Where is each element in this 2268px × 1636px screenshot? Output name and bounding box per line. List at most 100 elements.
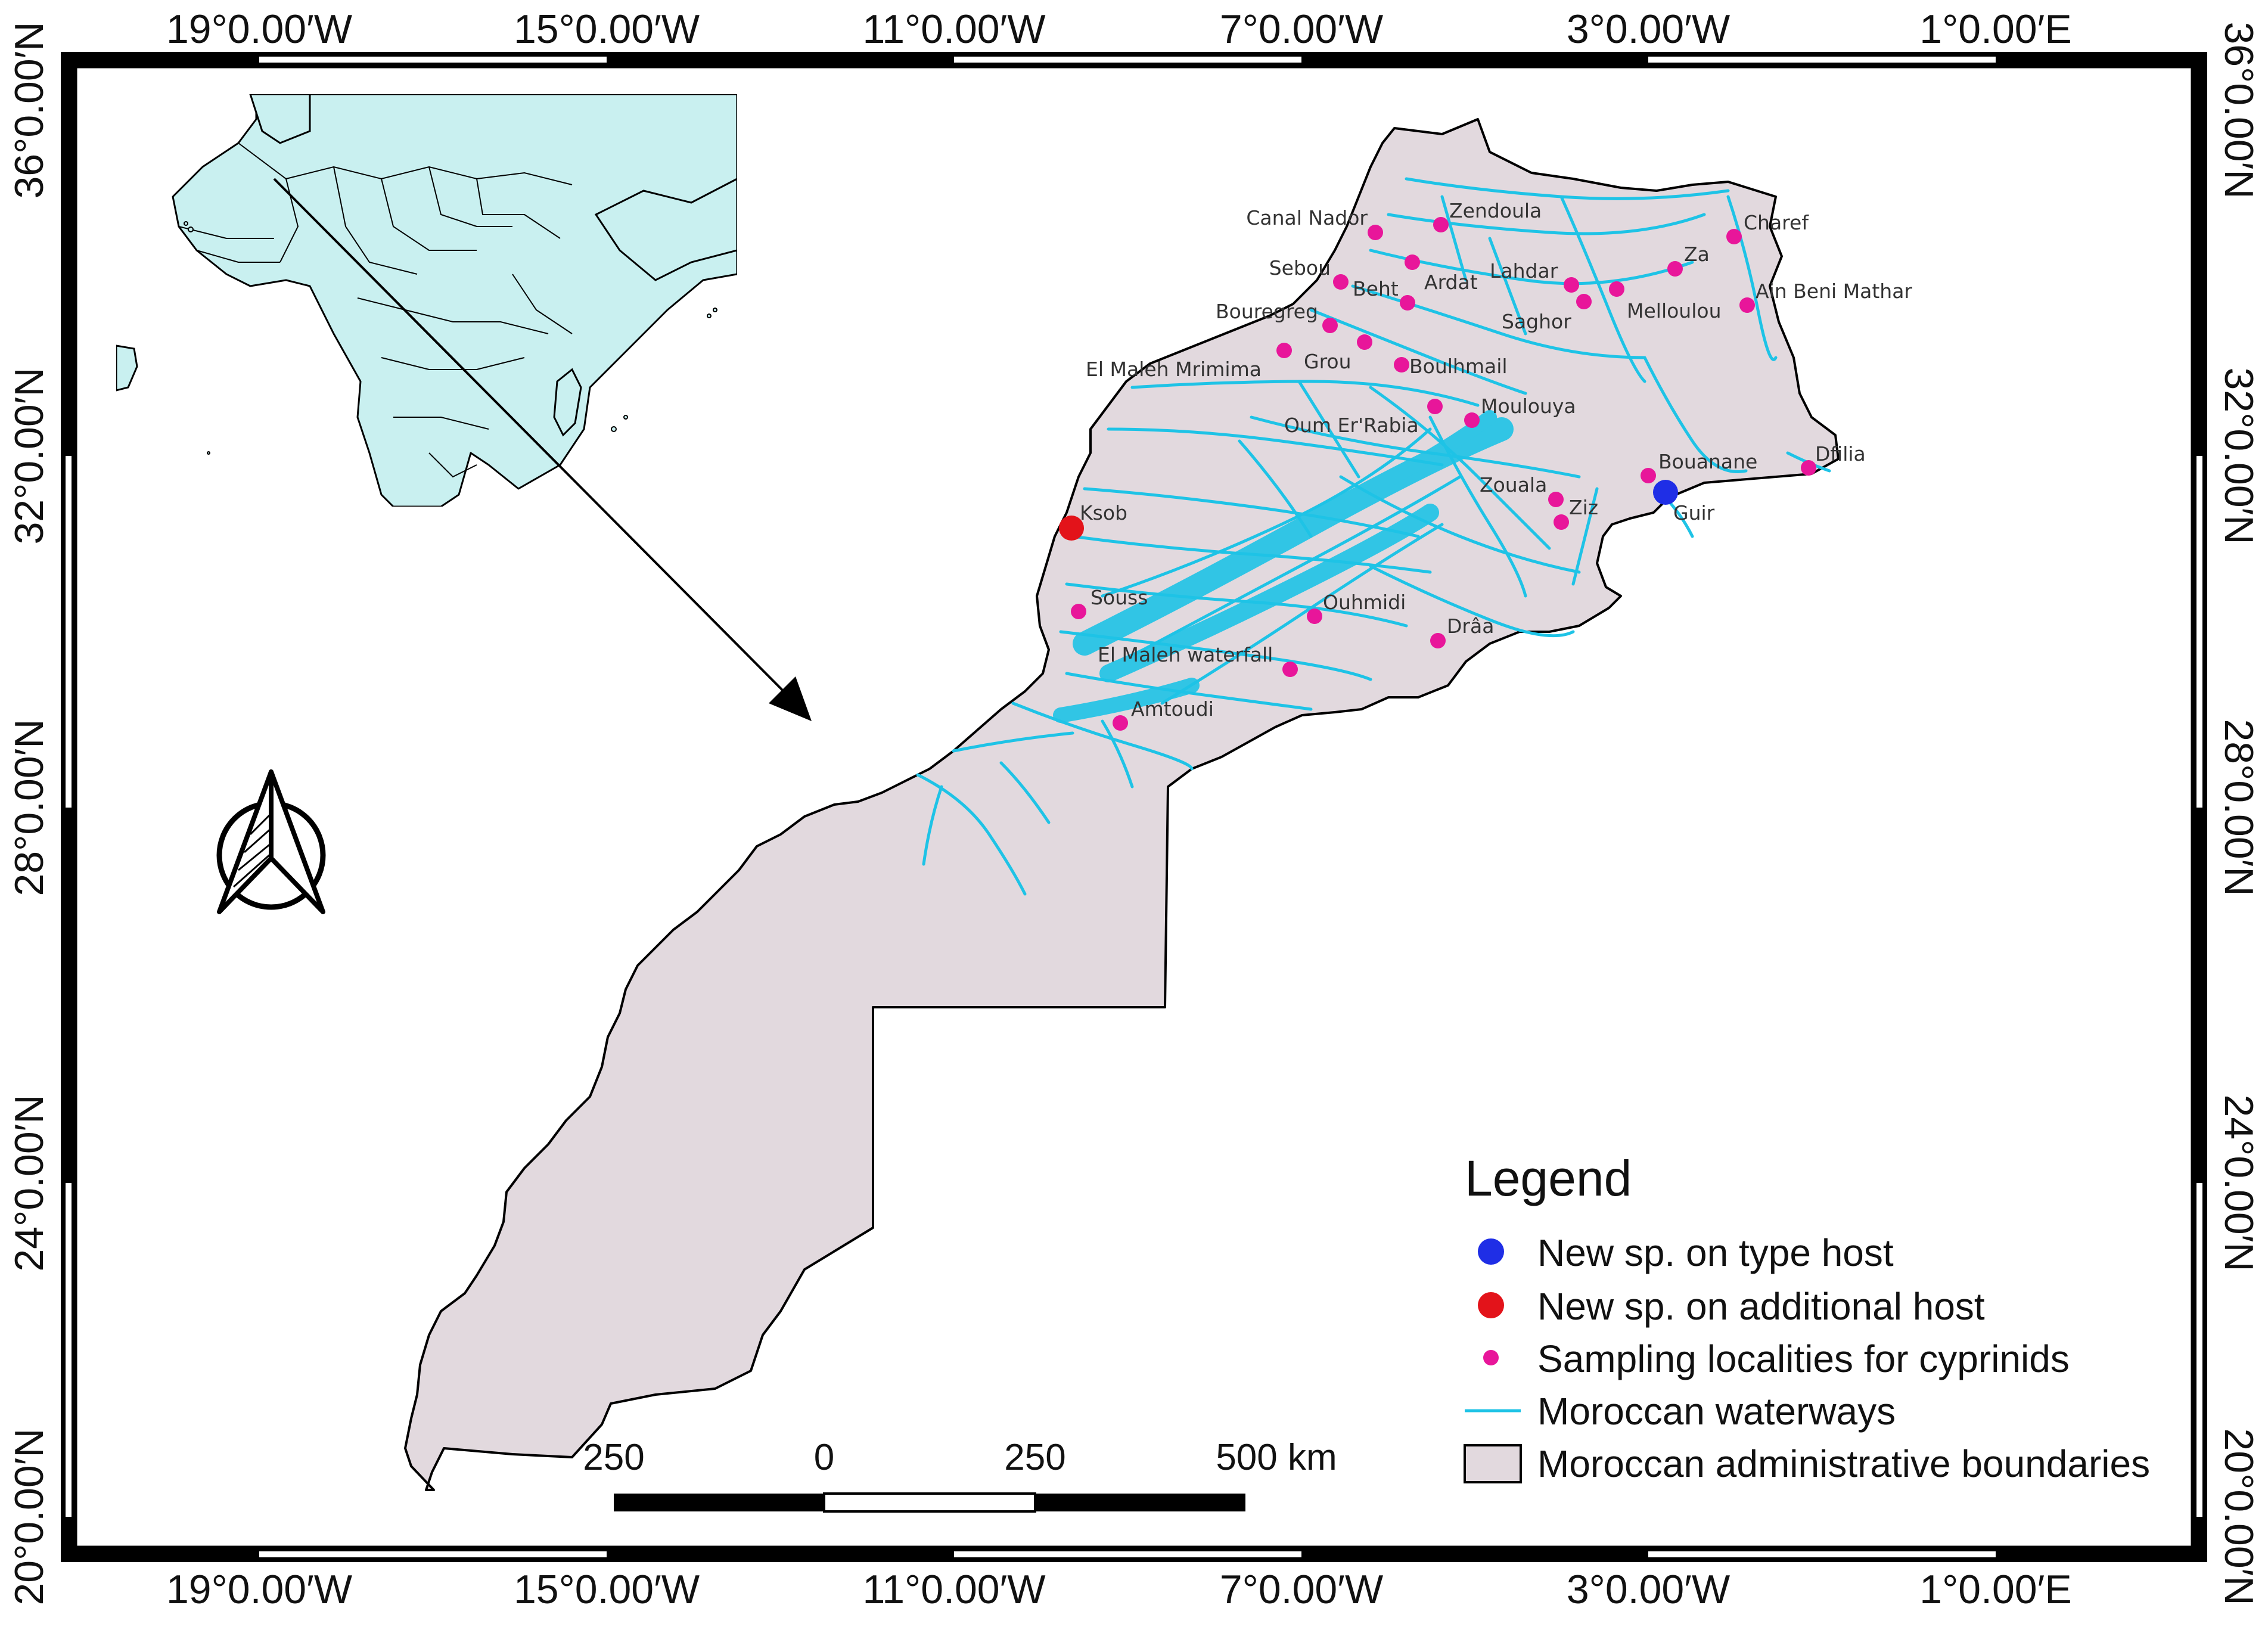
additional-host-symbol: [1478, 1292, 1504, 1318]
lat-label: 32°0.00′N: [7, 367, 52, 544]
site-marker: [1400, 295, 1415, 311]
site-marker: [1322, 318, 1338, 333]
legend-label: Moroccan waterways: [1537, 1390, 1896, 1433]
lon-label: 15°0.00′W: [514, 7, 700, 52]
lon-label: 3°0.00′W: [1567, 1567, 1730, 1612]
lat-label: 20°0.00′N: [2216, 1428, 2261, 1605]
inset-arabia: [594, 178, 737, 281]
legend: Legend New sp. on type host New sp. on a…: [1464, 1150, 2150, 1485]
legend-item: Sampling localities for cyprinids: [1483, 1337, 2070, 1380]
locator-arrow: [273, 178, 812, 721]
site-label: Bouregreg: [1216, 300, 1318, 323]
morocco-map: Zendoula Canal Nador Sebou Beht Ardat La…: [404, 118, 1912, 1491]
site-marker: [1554, 514, 1569, 530]
sampling-locality-symbol: [1483, 1350, 1499, 1365]
site-label: Ouhmidi: [1323, 591, 1406, 614]
site-label: Ardat: [1424, 271, 1478, 294]
site-label: Boulhmail: [1409, 355, 1508, 378]
legend-title: Legend: [1465, 1150, 1632, 1206]
site-marker: [1667, 261, 1683, 277]
site-label: Oum Er'Rabia: [1284, 414, 1419, 437]
site-labels: Zendoula Canal Nador Sebou Beht Ardat La…: [1080, 199, 1912, 721]
site-label: Beht: [1353, 277, 1399, 300]
site-label: Melloulou: [1627, 299, 1722, 322]
lon-label: 3°0.00′W: [1567, 7, 1730, 52]
legend-item: Moroccan administrative boundaries: [1464, 1442, 2150, 1485]
site-label: El Maleh waterfall: [1098, 643, 1273, 666]
site-label: Souss: [1090, 586, 1148, 609]
site-label: Grou: [1304, 350, 1352, 373]
site-marker: [1548, 492, 1564, 507]
legend-label: Moroccan administrative boundaries: [1537, 1442, 2150, 1485]
site-marker: [1333, 274, 1349, 290]
legend-item: New sp. on type host: [1478, 1231, 1894, 1274]
lat-label: 28°0.00′N: [2216, 719, 2261, 896]
lon-label: 11°0.00′W: [862, 1567, 1045, 1612]
site-label: Ziz: [1569, 496, 1598, 519]
scale-label: 0: [814, 1437, 834, 1478]
inset-africa-map: [116, 94, 737, 507]
legend-label: Sampling localities for cyprinids: [1537, 1337, 2070, 1380]
site-label: Ksob: [1080, 501, 1127, 524]
lat-label: 36°0.00′N: [7, 21, 52, 198]
site-label: Guir: [1673, 501, 1715, 524]
site-label: Ain Beni Mathar: [1756, 280, 1912, 303]
site-label: Lahdar: [1490, 259, 1558, 283]
inset-borders: [178, 142, 573, 478]
longitude-labels-bottom: 19°0.00′W 15°0.00′W 11°0.00′W 7°0.00′W 3…: [166, 1567, 2072, 1612]
site-marker: [1576, 294, 1592, 309]
lon-label: 1°0.00′E: [1919, 7, 2071, 52]
lat-label: 20°0.00′N: [7, 1428, 52, 1605]
site-marker: [1071, 604, 1086, 619]
latitude-labels-right: 36°0.00′N 32°0.00′N 28°0.00′N 24°0.00′N …: [2216, 21, 2261, 1605]
site-label: Moulouya: [1481, 395, 1576, 418]
site-marker: [1430, 633, 1446, 648]
scale-label: 500 km: [1216, 1437, 1337, 1478]
site-marker: [1282, 662, 1298, 677]
lon-label: 7°0.00′W: [1220, 1567, 1383, 1612]
scale-bar: 250 0 250 500 km: [583, 1437, 1337, 1513]
site-marker: [1307, 609, 1322, 624]
site-label: El Maleh Mrimima: [1086, 358, 1262, 381]
site-label: Zendoula: [1449, 199, 1542, 222]
lat-label: 28°0.00′N: [7, 719, 52, 896]
site-marker: [1368, 225, 1383, 240]
inset-south-america-edge: [116, 344, 138, 392]
site-label: Amtoudi: [1131, 697, 1214, 721]
lon-label: 1°0.00′E: [1919, 1567, 2071, 1612]
site-marker: [1113, 715, 1128, 731]
lon-label: 15°0.00′W: [514, 1567, 700, 1612]
site-marker: [1394, 357, 1409, 372]
site-markers: [1059, 217, 1816, 731]
legend-label: New sp. on additional host: [1537, 1285, 1985, 1328]
lat-label: 24°0.00′N: [2216, 1094, 2261, 1271]
scale-label: 250: [583, 1437, 644, 1478]
lat-label: 36°0.00′N: [2216, 21, 2261, 198]
lon-label: 19°0.00′W: [166, 1567, 352, 1612]
site-marker: [1276, 343, 1292, 358]
site-marker: [1059, 516, 1084, 541]
lat-label: 24°0.00′N: [7, 1094, 52, 1271]
morocco-boundary: [404, 118, 1840, 1491]
site-label: Saghor: [1502, 310, 1571, 333]
site-marker: [1427, 399, 1443, 414]
site-label: Canal Nador: [1246, 206, 1368, 229]
inset-islands: [184, 221, 717, 455]
site-label: Drâa: [1447, 614, 1494, 638]
longitude-labels-top: 19°0.00′W 15°0.00′W 11°0.00′W 7°0.00′W 3…: [166, 7, 2072, 52]
site-marker: [1653, 480, 1678, 505]
site-label: Za: [1684, 243, 1710, 266]
legend-item: Moroccan waterways: [1465, 1390, 1896, 1433]
lon-label: 7°0.00′W: [1220, 7, 1383, 52]
site-marker: [1564, 277, 1579, 293]
site-marker: [1357, 334, 1372, 350]
site-label: Sebou: [1269, 256, 1331, 280]
site-label: Bouanane: [1658, 450, 1757, 473]
lon-label: 19°0.00′W: [166, 7, 352, 52]
lon-label: 11°0.00′W: [862, 7, 1045, 52]
site-marker: [1405, 254, 1420, 270]
inset-madagascar: [553, 368, 582, 437]
site-marker: [1726, 229, 1742, 244]
waterway-dense-belts: [1053, 410, 1514, 723]
